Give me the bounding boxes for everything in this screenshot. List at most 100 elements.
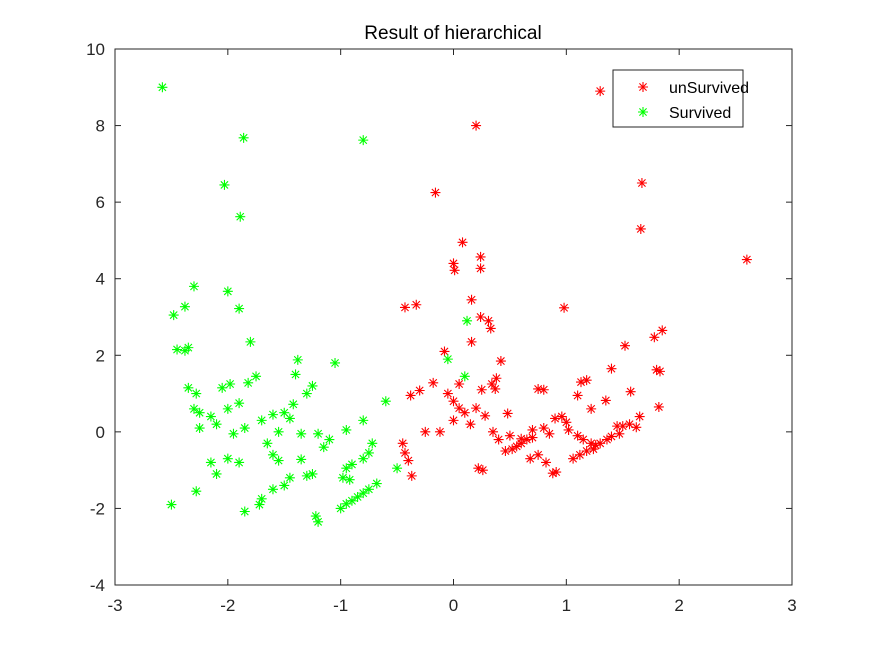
data-point: [219, 179, 230, 190]
data-point: [541, 457, 552, 468]
legend-box: [612, 69, 744, 128]
data-point: [267, 484, 278, 495]
y-tick-label: 10: [86, 40, 105, 59]
data-point: [634, 411, 645, 422]
data-point: [194, 423, 205, 434]
data-point: [527, 424, 538, 435]
data-point: [358, 415, 369, 426]
data-point: [296, 454, 307, 465]
data-point: [625, 386, 636, 397]
data-point: [620, 340, 631, 351]
data-point: [284, 413, 295, 424]
axes: -3 -2 -1 0 1 2 3 -4 -2 0 2 4 6 8 10: [86, 40, 797, 615]
data-point: [245, 336, 256, 347]
data-point: [243, 377, 254, 388]
y-tick-label: 4: [96, 270, 105, 289]
data-point: [234, 398, 245, 409]
data-point: [525, 453, 536, 464]
data-point: [466, 336, 477, 347]
data-point: [561, 417, 572, 428]
data-point: [465, 419, 476, 430]
data-point: [595, 86, 606, 97]
data-point: [653, 401, 664, 412]
data-point: [234, 457, 245, 468]
data-point: [367, 438, 378, 449]
data-point: [434, 426, 445, 437]
y-tick-label: -2: [90, 499, 105, 518]
data-point: [511, 441, 522, 452]
data-point: [330, 357, 341, 368]
data-point: [179, 301, 190, 312]
data-point: [341, 498, 352, 509]
data-point: [617, 421, 628, 432]
data-point: [313, 516, 324, 527]
data-point: [414, 385, 425, 396]
data-point: [495, 356, 506, 367]
data-point: [547, 468, 558, 479]
data-point: [358, 488, 369, 499]
data-point: [486, 379, 497, 389]
data-point: [487, 426, 498, 437]
data-point: [324, 434, 335, 445]
data-point: [222, 453, 233, 464]
data-point: [631, 422, 642, 433]
data-point: [288, 399, 299, 410]
data-point: [516, 438, 527, 449]
data-point: [649, 332, 660, 343]
data-point: [504, 430, 515, 441]
data-point: [457, 237, 468, 248]
data-point: [211, 468, 222, 479]
data-point: [576, 377, 587, 388]
data-point: [183, 382, 194, 393]
data-point: [267, 409, 278, 420]
data-point: [273, 455, 284, 466]
data-point: [473, 463, 484, 474]
data-point: [234, 303, 245, 314]
data-point: [399, 447, 410, 458]
data-point: [475, 312, 486, 322]
data-point: [439, 346, 450, 357]
data-point: [471, 403, 482, 414]
data-point: [572, 430, 583, 441]
data-point: [578, 434, 589, 445]
data-point: [459, 407, 470, 418]
data-point: [741, 254, 752, 265]
data-point: [574, 449, 585, 460]
data-point: [471, 120, 482, 131]
data-point: [538, 423, 549, 434]
data-point: [262, 438, 273, 449]
data-point: [205, 411, 216, 422]
data-point: [459, 371, 470, 382]
data-point: [168, 310, 179, 321]
data-point: [485, 323, 496, 334]
data-point: [352, 491, 363, 502]
data-point: [527, 432, 538, 443]
data-point: [310, 511, 321, 522]
data-point: [454, 379, 465, 389]
legend: unSurvived Survived: [612, 69, 749, 128]
chart-title: Result of hierarchical: [364, 23, 541, 44]
data-point: [568, 453, 579, 464]
data-point: [595, 438, 606, 449]
legend-marker: [638, 82, 648, 92]
data-point: [411, 299, 422, 310]
data-point: [254, 499, 265, 510]
data-point: [442, 354, 453, 365]
data-point: [205, 457, 216, 468]
data-point: [449, 265, 460, 276]
data-point: [636, 178, 647, 188]
data-point: [191, 486, 202, 497]
data-point: [301, 388, 312, 399]
data-point: [292, 354, 303, 365]
data-point: [490, 383, 501, 394]
y-tick-label: 0: [96, 423, 105, 442]
data-point: [251, 371, 262, 382]
data-point: [239, 506, 250, 517]
data-point: [380, 396, 391, 407]
data-point: [217, 382, 228, 393]
data-point: [346, 495, 357, 506]
data-point: [491, 373, 502, 384]
x-tick-label: 3: [787, 596, 796, 615]
